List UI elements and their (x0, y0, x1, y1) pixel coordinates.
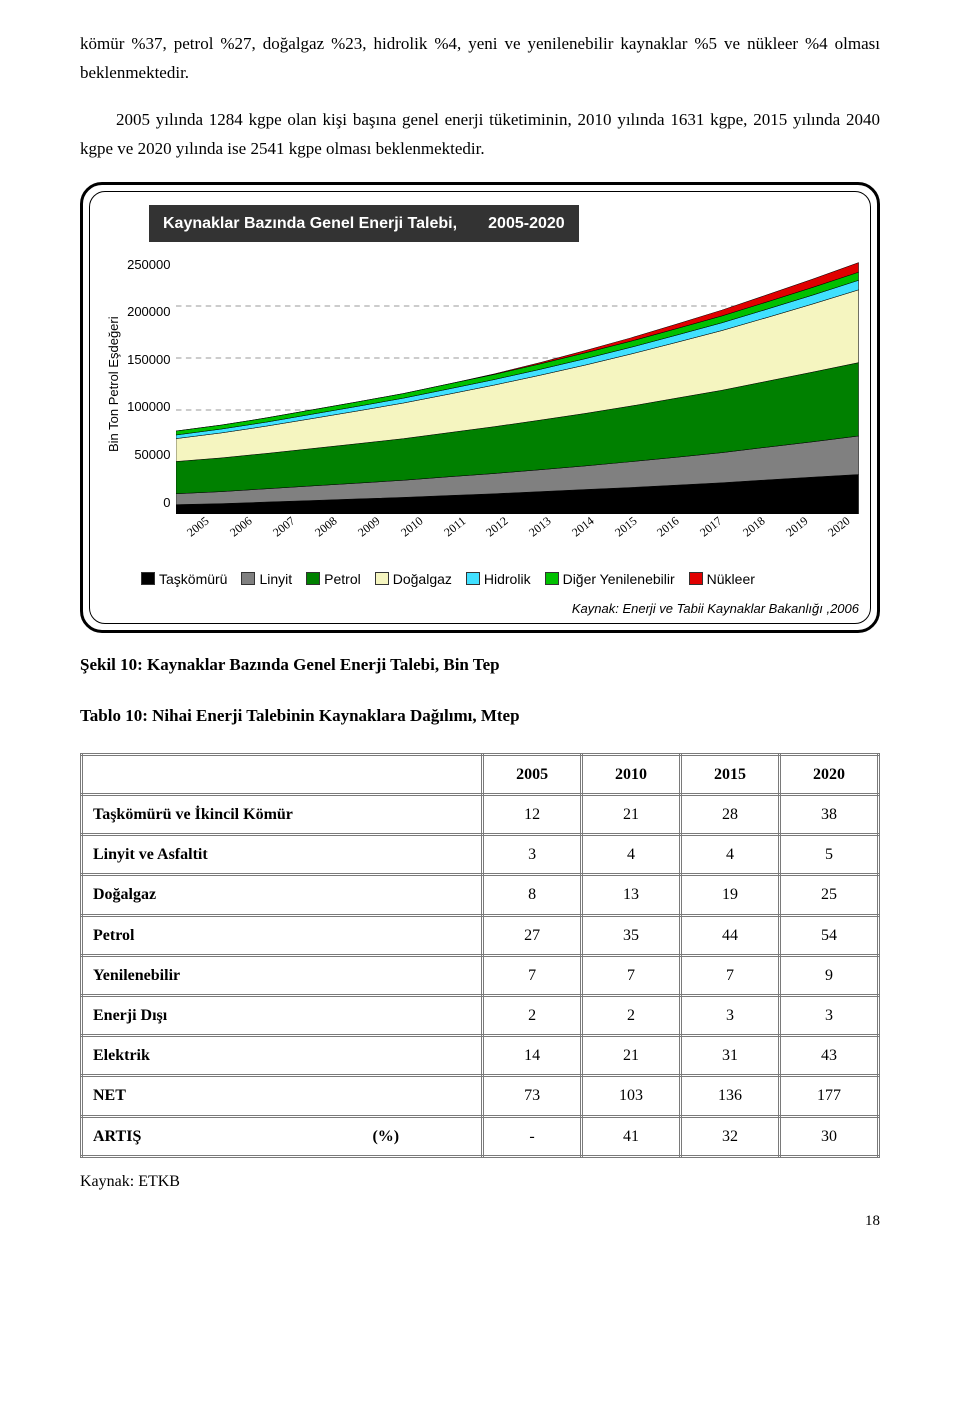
legend-swatch (375, 572, 389, 585)
chart-yaxis: 250000 200000 150000 100000 50000 0 (127, 254, 176, 514)
cell: 21 (582, 1036, 681, 1076)
legend-item: Petrol (306, 568, 361, 592)
cell: 136 (681, 1076, 780, 1116)
legend-swatch (545, 572, 559, 585)
cell: 21 (582, 795, 681, 835)
row-label: Doğalgaz (82, 875, 483, 915)
data-table: 2005201020152020 Taşkömürü ve İkincil Kö… (80, 753, 880, 1158)
cell: 31 (681, 1036, 780, 1076)
cell: 38 (780, 795, 879, 835)
paragraph-1: kömür %37, petrol %27, doğalgaz %23, hid… (80, 30, 880, 88)
table-row: Petrol27354454 (82, 915, 879, 955)
row-label: ARTIŞ(%) (82, 1116, 483, 1156)
legend-item: Hidrolik (466, 568, 531, 592)
table-header (82, 754, 483, 794)
cell: 4 (681, 835, 780, 875)
legend-item: Nükleer (689, 568, 755, 592)
cell: - (483, 1116, 582, 1156)
table-header: 2015 (681, 754, 780, 794)
row-label: Petrol (82, 915, 483, 955)
chart-xaxis: 2005200620072008200920102011201220132014… (175, 514, 859, 540)
ytick: 250000 (127, 254, 170, 276)
cell: 3 (483, 835, 582, 875)
cell: 54 (780, 915, 879, 955)
ytick: 200000 (127, 301, 170, 323)
row-label: Linyit ve Asfaltit (82, 835, 483, 875)
cell: 27 (483, 915, 582, 955)
legend-swatch (141, 572, 155, 585)
table-row: Elektrik14213143 (82, 1036, 879, 1076)
cell: 30 (780, 1116, 879, 1156)
row-label: Enerji Dışı (82, 995, 483, 1035)
cell: 5 (780, 835, 879, 875)
table-caption: Tablo 10: Nihai Enerji Talebinin Kaynakl… (80, 702, 880, 731)
cell: 3 (681, 995, 780, 1035)
cell: 14 (483, 1036, 582, 1076)
ytick: 0 (163, 492, 170, 514)
chart-source: Kaynak: Enerji ve Tabii Kaynaklar Bakanl… (101, 598, 859, 620)
cell: 43 (780, 1036, 879, 1076)
cell: 2 (483, 995, 582, 1035)
cell: 25 (780, 875, 879, 915)
cell: 19 (681, 875, 780, 915)
table-header: 2005 (483, 754, 582, 794)
cell: 35 (582, 915, 681, 955)
chart-ylabel: Bin Ton Petrol Eşdeğeri (101, 254, 127, 514)
cell: 41 (582, 1116, 681, 1156)
table-row: Linyit ve Asfaltit3445 (82, 835, 879, 875)
table-header-row: 2005201020152020 (82, 754, 879, 794)
legend-item: Doğalgaz (375, 568, 452, 592)
cell: 4 (582, 835, 681, 875)
legend-item: Diğer Yenilenebilir (545, 568, 675, 592)
table-row: Enerji Dışı2233 (82, 995, 879, 1035)
cell: 32 (681, 1116, 780, 1156)
cell: 2 (582, 995, 681, 1035)
table-header: 2020 (780, 754, 879, 794)
cell: 7 (582, 955, 681, 995)
chart-title: Kaynaklar Bazında Genel Enerji Talebi, 2… (149, 205, 579, 242)
table-body: Taşkömürü ve İkincil Kömür12212838Linyit… (82, 795, 879, 1157)
row-label: Yenilenebilir (82, 955, 483, 995)
chart-legend: Taşkömürü Linyit Petrol Doğalgaz Hidrolik Diğ… (141, 568, 859, 592)
cell: 28 (681, 795, 780, 835)
table-row: NET73103136177 (82, 1076, 879, 1116)
page-number: 18 (80, 1209, 880, 1235)
row-label: Elektrik (82, 1036, 483, 1076)
cell: 3 (780, 995, 879, 1035)
legend-swatch (466, 572, 480, 585)
cell: 7 (681, 955, 780, 995)
legend-item: Taşkömürü (141, 568, 227, 592)
legend-swatch (689, 572, 703, 585)
chart-plot (176, 254, 859, 514)
paragraph-2: 2005 yılında 1284 kgpe olan kişi başına … (80, 106, 880, 164)
table-row: Doğalgaz8131925 (82, 875, 879, 915)
row-label: Taşkömürü ve İkincil Kömür (82, 795, 483, 835)
cell: 7 (483, 955, 582, 995)
legend-item: Linyit (241, 568, 292, 592)
legend-swatch (241, 572, 255, 585)
cell: 44 (681, 915, 780, 955)
figure-caption: Şekil 10: Kaynaklar Bazında Genel Enerji… (80, 651, 880, 680)
table-row: Taşkömürü ve İkincil Kömür12212838 (82, 795, 879, 835)
cell: 177 (780, 1076, 879, 1116)
cell: 9 (780, 955, 879, 995)
ytick: 50000 (134, 444, 170, 466)
cell: 73 (483, 1076, 582, 1116)
ytick: 100000 (127, 396, 170, 418)
table-header: 2010 (582, 754, 681, 794)
cell: 103 (582, 1076, 681, 1116)
cell: 12 (483, 795, 582, 835)
ytick: 150000 (127, 349, 170, 371)
row-label: NET (82, 1076, 483, 1116)
cell: 13 (582, 875, 681, 915)
legend-swatch (306, 572, 320, 585)
chart-card: Kaynaklar Bazında Genel Enerji Talebi, 2… (80, 182, 880, 633)
table-row: ARTIŞ(%)-413230 (82, 1116, 879, 1156)
cell: 8 (483, 875, 582, 915)
source-bottom: Kaynak: ETKB (80, 1168, 880, 1195)
table-row: Yenilenebilir7779 (82, 955, 879, 995)
